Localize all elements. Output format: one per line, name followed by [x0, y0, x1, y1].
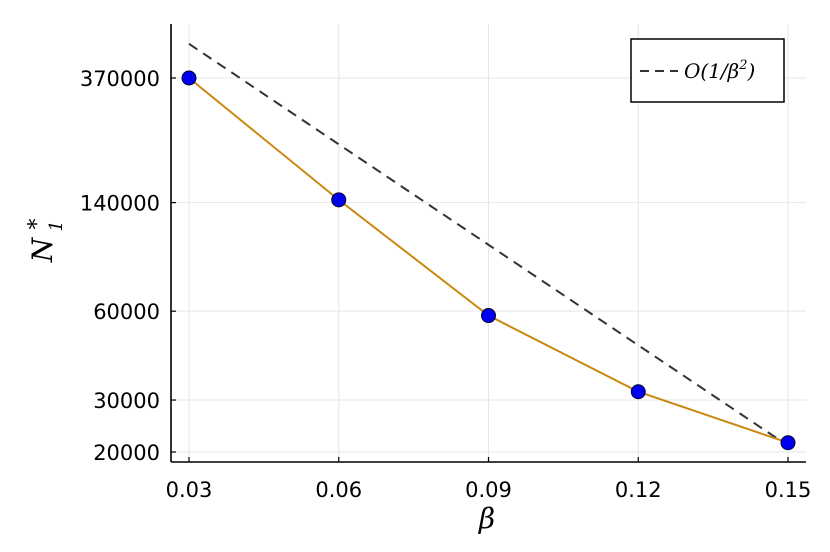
y-tick-label: 60000 — [93, 300, 160, 324]
x-tick-label: 0.09 — [465, 478, 512, 502]
y-tick-label: 30000 — [93, 389, 160, 413]
x-tick-label: 0.15 — [765, 478, 812, 502]
data-point — [630, 384, 646, 400]
x-tick-label: 0.03 — [166, 478, 213, 502]
legend: O(1/β2) — [630, 38, 785, 103]
y-axis-title: N * 1 — [25, 219, 67, 264]
reference-line — [188, 43, 789, 447]
y-tick-label: 370000 — [80, 67, 160, 91]
x-axis-title: β — [478, 502, 495, 535]
x-tick-label: 0.12 — [615, 478, 662, 502]
y-axis-title-sup: * — [25, 219, 50, 230]
x-tick-label: 0.06 — [315, 478, 362, 502]
y-tick-label: 20000 — [93, 441, 160, 465]
y-axis-title-main: N — [26, 236, 59, 263]
ticks-layer: 0.03 0.06 0.09 0.12 0.15 20000 30000 60000 14000… — [80, 67, 812, 502]
series-layer — [181, 43, 796, 451]
y-tick-label: 140000 — [80, 192, 160, 216]
data-point — [331, 192, 347, 208]
y-axis-title-sub: 1 — [46, 220, 67, 231]
data-point — [181, 70, 197, 86]
data-point — [780, 435, 796, 451]
legend-label: O(1/β2) — [684, 58, 755, 83]
data-point — [481, 308, 496, 324]
svg-text:N: N — [26, 236, 59, 263]
